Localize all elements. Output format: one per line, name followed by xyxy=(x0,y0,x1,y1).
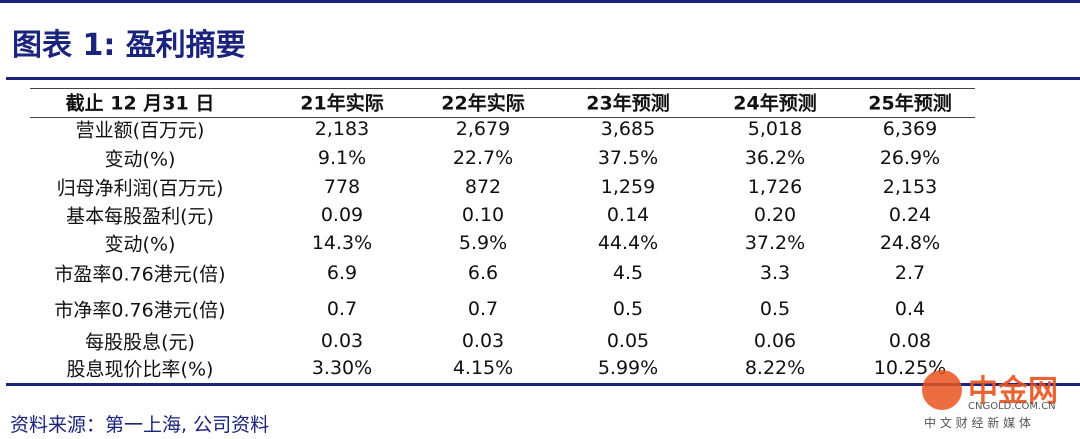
table-cell: 0.09 xyxy=(320,204,364,226)
table-cell: 0.05 xyxy=(606,330,650,352)
table-cell: 3.30% xyxy=(311,357,373,379)
table-cell: 0.03 xyxy=(461,330,505,352)
table-cell: 26.9% xyxy=(879,147,941,169)
watermark-brand: 中金网 xyxy=(968,374,1058,409)
table-cell: 872 xyxy=(464,176,502,198)
row-label: 市盈率0.76港元(倍) xyxy=(54,263,226,286)
table-cell: 6.9 xyxy=(326,262,358,284)
table-cell: 0.5 xyxy=(612,298,644,320)
top-rule xyxy=(0,0,1080,3)
title: 图表 1: 盈利摘要 xyxy=(12,28,246,63)
table-cell: 22.7% xyxy=(452,147,514,169)
column-header: 24年预测 xyxy=(733,92,817,115)
table-cell: 0.20 xyxy=(753,204,797,226)
table-cell: 0.4 xyxy=(894,298,926,320)
table-cell: 37.5% xyxy=(597,147,659,169)
header-top-line xyxy=(30,88,975,89)
watermark-url: CNGOLD.COM.CN xyxy=(968,401,1056,412)
table-cell: 3,685 xyxy=(600,118,656,140)
table-cell: 2,679 xyxy=(455,118,511,140)
row-label: 归母净利润(百万元) xyxy=(56,177,224,200)
table-cell: 9.1% xyxy=(317,147,367,169)
table-cell: 2.7 xyxy=(894,262,926,284)
row-label: 市净率0.76港元(倍) xyxy=(54,299,226,322)
table-cell: 2,183 xyxy=(314,118,370,140)
row-label: 每股股息(元) xyxy=(85,331,195,354)
row-label: 营业额(百万元) xyxy=(75,119,205,142)
column-header: 23年预测 xyxy=(586,92,670,115)
table-cell: 1,259 xyxy=(600,176,656,198)
table-cell: 0.24 xyxy=(888,204,932,226)
row-label: 基本每股盈利(元) xyxy=(66,205,214,228)
table-cell: 37.2% xyxy=(744,232,806,254)
bottom-rule xyxy=(6,383,1080,386)
table-cell: 5,018 xyxy=(747,118,803,140)
title-rule xyxy=(6,77,1080,80)
table-cell: 4.15% xyxy=(452,357,514,379)
table-cell: 778 xyxy=(323,176,361,198)
row-label: 变动(%) xyxy=(104,148,176,171)
column-header: 22年实际 xyxy=(441,92,525,115)
column-header: 21年实际 xyxy=(300,92,384,115)
table-cell: 5.99% xyxy=(597,357,659,379)
table-cell: 10.25% xyxy=(873,357,947,379)
table-cell: 44.4% xyxy=(597,232,659,254)
table-cell: 0.14 xyxy=(606,204,650,226)
table-cell: 0.7 xyxy=(467,298,499,320)
table-cell: 5.9% xyxy=(458,232,508,254)
table-cell: 36.2% xyxy=(744,147,806,169)
table-cell: 4.5 xyxy=(612,262,644,284)
watermark-slogan: 中 文 财 经 新 媒 体 xyxy=(924,416,1031,430)
table-cell: 3.3 xyxy=(759,262,791,284)
table-cell: 0.03 xyxy=(320,330,364,352)
table-cell: 6.6 xyxy=(467,262,499,284)
table-cell: 8.22% xyxy=(744,357,806,379)
table-cell: 0.7 xyxy=(326,298,358,320)
table-cell: 0.5 xyxy=(759,298,791,320)
source: 资料来源：第一上海, 公司资料 xyxy=(10,414,270,436)
table-cell: 14.3% xyxy=(311,232,373,254)
column-header: 截止 12 月31 日 xyxy=(65,92,215,115)
column-header: 25年预测 xyxy=(868,92,952,115)
row-label: 股息现价比率(%) xyxy=(66,358,214,381)
table-cell: 6,369 xyxy=(882,118,938,140)
table-cell: 0.06 xyxy=(753,330,797,352)
table-cell: 0.08 xyxy=(888,330,932,352)
header-bottom-line xyxy=(30,117,975,118)
row-label: 变动(%) xyxy=(104,233,176,256)
watermark-logo xyxy=(922,370,962,410)
table-cell: 2,153 xyxy=(882,176,938,198)
table-cell: 0.10 xyxy=(461,204,505,226)
table-cell: 24.8% xyxy=(879,232,941,254)
table-cell: 1,726 xyxy=(747,176,803,198)
